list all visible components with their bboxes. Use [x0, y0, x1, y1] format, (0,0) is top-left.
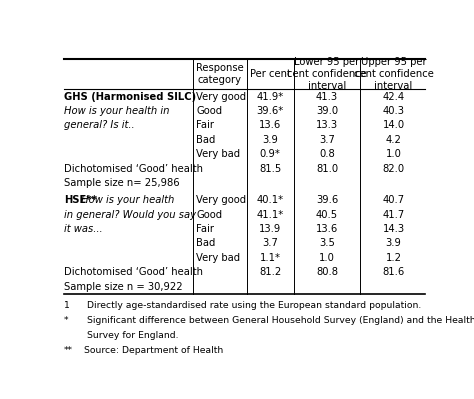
Text: Very good: Very good [196, 92, 246, 102]
Text: How is your health: How is your health [78, 195, 174, 205]
Text: Response
category: Response category [196, 63, 244, 85]
Text: 13.9: 13.9 [259, 224, 281, 234]
Text: 42.4: 42.4 [383, 92, 405, 102]
Text: Fair: Fair [196, 224, 214, 234]
Text: 0.8: 0.8 [319, 149, 335, 159]
Text: 39.0: 39.0 [316, 106, 338, 116]
Text: 81.2: 81.2 [259, 267, 281, 277]
Text: **: ** [64, 346, 73, 355]
Text: 3.7: 3.7 [262, 239, 278, 249]
Text: general? Is it..: general? Is it.. [64, 120, 134, 130]
Text: Dichotomised ‘Good’ health: Dichotomised ‘Good’ health [64, 164, 203, 174]
Text: 41.3: 41.3 [316, 92, 338, 102]
Text: 39.6: 39.6 [316, 195, 338, 205]
Text: 41.7: 41.7 [383, 209, 405, 219]
Text: in general? Would you say: in general? Would you say [64, 209, 196, 219]
Text: 4.2: 4.2 [386, 135, 401, 145]
Text: Per cent: Per cent [250, 69, 291, 79]
Text: Sample size n = 30,922: Sample size n = 30,922 [64, 282, 182, 292]
Text: Source: Department of Health: Source: Department of Health [78, 346, 223, 355]
Text: 81.6: 81.6 [383, 267, 405, 277]
Text: Sample size n= 25,986: Sample size n= 25,986 [64, 178, 179, 188]
Text: 3.9: 3.9 [386, 239, 401, 249]
Text: 80.8: 80.8 [316, 267, 338, 277]
Text: 1.1*: 1.1* [260, 253, 281, 263]
Text: 3.5: 3.5 [319, 239, 335, 249]
Text: 1.0: 1.0 [386, 149, 401, 159]
Text: 13.6: 13.6 [259, 120, 281, 130]
Text: Good: Good [196, 209, 222, 219]
Text: Good: Good [196, 106, 222, 116]
Text: 82.0: 82.0 [383, 164, 405, 174]
Text: 1: 1 [64, 301, 70, 310]
Text: 3.7: 3.7 [319, 135, 335, 145]
Text: 13.6: 13.6 [316, 224, 338, 234]
Text: Lower 95 per
cent confidence
interval: Lower 95 per cent confidence interval [287, 57, 367, 91]
Text: Fair: Fair [196, 120, 214, 130]
Text: 40.7: 40.7 [383, 195, 405, 205]
Text: 1.2: 1.2 [385, 253, 401, 263]
Text: Dichotomised ‘Good’ health: Dichotomised ‘Good’ health [64, 267, 203, 277]
Text: 40.1*: 40.1* [256, 195, 283, 205]
Text: it was...: it was... [64, 224, 102, 234]
Text: 40.3: 40.3 [383, 106, 404, 116]
Text: How is your health in: How is your health in [64, 106, 169, 116]
Text: Bad: Bad [196, 239, 216, 249]
Text: Upper 95 per
cent confidence
interval: Upper 95 per cent confidence interval [354, 57, 434, 91]
Text: Very bad: Very bad [196, 149, 240, 159]
Text: Bad: Bad [196, 135, 216, 145]
Text: Directly age-standardised rate using the European standard population.: Directly age-standardised rate using the… [78, 301, 421, 310]
Text: 81.5: 81.5 [259, 164, 281, 174]
Text: Survey for England.: Survey for England. [78, 331, 178, 340]
Text: 1.0: 1.0 [319, 253, 335, 263]
Text: HSE**: HSE** [64, 195, 97, 205]
Text: 41.9*: 41.9* [256, 92, 284, 102]
Text: Very bad: Very bad [196, 253, 240, 263]
Text: GHS (Harmonised SILC): GHS (Harmonised SILC) [64, 92, 196, 102]
Text: 13.3: 13.3 [316, 120, 338, 130]
Text: Significant difference between General Household Survey (England) and the Health: Significant difference between General H… [78, 316, 474, 325]
Text: 0.9*: 0.9* [260, 149, 281, 159]
Text: Very good: Very good [196, 195, 246, 205]
Text: 3.9: 3.9 [262, 135, 278, 145]
Text: 39.6*: 39.6* [256, 106, 284, 116]
Text: 14.3: 14.3 [383, 224, 405, 234]
Text: 81.0: 81.0 [316, 164, 338, 174]
Text: 40.5: 40.5 [316, 209, 338, 219]
Text: *: * [64, 316, 68, 325]
Text: 41.1*: 41.1* [256, 209, 284, 219]
Text: 14.0: 14.0 [383, 120, 405, 130]
